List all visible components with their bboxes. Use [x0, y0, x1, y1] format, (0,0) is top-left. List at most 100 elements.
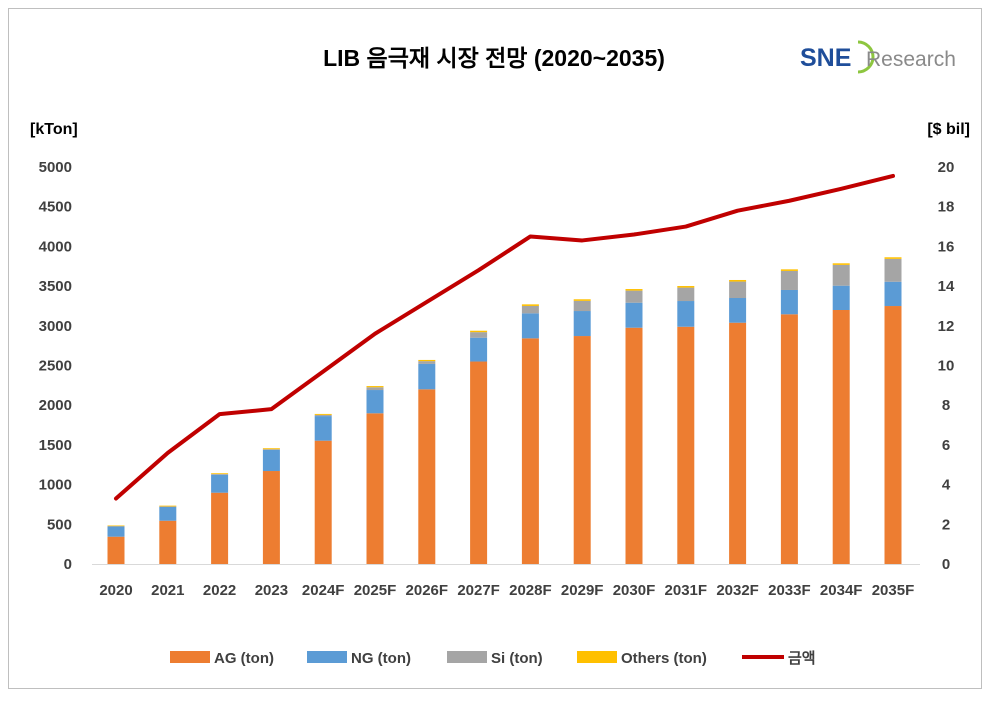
bar-ng-2025F [366, 390, 384, 414]
bar-ag-2025F [366, 413, 384, 564]
x-tick-label: 2025F [354, 582, 397, 599]
bar-ag-2026F [418, 389, 436, 564]
bar-ag-2021 [159, 520, 177, 564]
bar-ng-2032F [729, 298, 747, 323]
bar-si-2027F [470, 332, 488, 338]
bar-ag-2027F [470, 361, 488, 564]
bar-others-2029F [573, 299, 591, 301]
bar-others-2020 [107, 525, 125, 527]
x-tick-label: 2034F [820, 582, 863, 599]
y-tick-label: 3500 [39, 278, 72, 295]
bar-others-2022 [211, 473, 229, 475]
x-tick-label: 2029F [561, 582, 604, 599]
x-tick-label: 2028F [509, 582, 552, 599]
legend-item: 금액 [742, 649, 816, 667]
bar-si-2026F [418, 361, 436, 364]
y2-tick-label: 10 [938, 358, 955, 375]
y2-tick-label: 14 [938, 278, 955, 295]
bar-si-2024F [314, 414, 332, 417]
x-tick-label: 2022 [203, 582, 236, 599]
logo-main-text: SNE [800, 44, 851, 72]
bar-ag-2030F [625, 327, 643, 564]
bar-others-2031F [677, 286, 695, 288]
x-tick-label: 2024F [302, 582, 345, 599]
chart-frame [8, 8, 982, 689]
legend-label: NG (ton) [351, 650, 411, 667]
bar-ng-2034F [832, 285, 850, 310]
bar-others-2025F [366, 386, 384, 388]
legend-label: AG (ton) [214, 650, 274, 667]
bar-others-2033F [780, 269, 798, 271]
legend-label: Si (ton) [491, 650, 543, 667]
bar-ag-2029F [573, 336, 591, 564]
bar-ng-2021 [159, 506, 177, 521]
y-tick-label: 0 [64, 556, 72, 573]
bar-ng-2026F [418, 363, 436, 390]
bar-ag-2028F [521, 338, 539, 564]
y2-tick-label: 12 [938, 318, 955, 335]
bar-ag-2023 [262, 471, 280, 564]
x-tick-label: 2031F [665, 582, 708, 599]
bar-ng-2020 [107, 526, 125, 537]
logo-secondary-text: Research [866, 48, 956, 71]
bar-others-2021 [159, 505, 177, 507]
y2-tick-label: 8 [942, 397, 950, 414]
bar-ag-2033F [780, 314, 798, 564]
bar-ag-2020 [107, 536, 125, 564]
y2-tick-label: 2 [942, 516, 950, 533]
y2-tick-label: 0 [942, 556, 950, 573]
bar-si-2035F [884, 258, 902, 282]
bar-si-2023 [262, 449, 280, 450]
bar-si-2025F [366, 387, 384, 391]
line-series-value [114, 173, 895, 501]
bar-si-2021 [159, 506, 177, 507]
bar-si-2030F [625, 290, 643, 303]
y-axis-label: [kTon] [30, 121, 78, 138]
bar-ag-2035F [884, 306, 902, 564]
y2-tick-label: 4 [942, 477, 951, 494]
bar-si-2029F [573, 300, 591, 312]
bar-ng-2028F [521, 313, 539, 339]
bar-si-2032F [729, 281, 747, 299]
bar-ng-2033F [780, 289, 798, 315]
bar-ag-2022 [211, 492, 229, 564]
y-tick-label: 4000 [39, 238, 72, 255]
x-tick-label: 2035F [872, 582, 915, 599]
legend-item: AG (ton) [170, 650, 274, 667]
bar-si-2022 [211, 474, 229, 475]
y-tick-label: 1000 [39, 477, 72, 494]
bar-others-2030F [625, 289, 643, 291]
bar-ng-2029F [573, 311, 591, 337]
bar-others-2026F [418, 359, 436, 362]
bar-ag-2032F [729, 322, 747, 564]
x-tick-label: 2026F [406, 582, 449, 599]
bar-others-2023 [262, 448, 280, 450]
bar-si-2033F [780, 270, 798, 290]
logo-arc-icon [857, 40, 875, 74]
y-tick-label: 5000 [39, 159, 72, 176]
sne-research-logo: SNE Research [800, 40, 956, 74]
x-tick-label: 2033F [768, 582, 811, 599]
x-tick-label: 2020 [99, 582, 132, 599]
bar-others-2035F [884, 257, 902, 259]
bar-ag-2034F [832, 309, 850, 564]
bar-ng-2024F [314, 416, 332, 441]
y2-tick-label: 16 [938, 238, 955, 255]
legend-item: Others (ton) [577, 650, 707, 667]
y-tick-label: 1500 [39, 437, 72, 454]
legend-swatch [577, 651, 617, 663]
bar-others-2027F [470, 330, 488, 333]
bar-si-2031F [677, 287, 695, 302]
bar-others-2028F [521, 304, 539, 306]
x-tick-label: 2021 [151, 582, 184, 599]
legend-swatch [447, 651, 487, 663]
x-tick-label: 2023 [255, 582, 288, 599]
bar-si-2028F [521, 305, 539, 314]
bar-ag-2031F [677, 326, 695, 564]
bar-others-2034F [832, 263, 850, 265]
legend-label: 금액 [788, 649, 816, 667]
legend-swatch [170, 651, 210, 663]
legend-swatch [307, 651, 347, 663]
y-tick-label: 3000 [39, 318, 72, 335]
